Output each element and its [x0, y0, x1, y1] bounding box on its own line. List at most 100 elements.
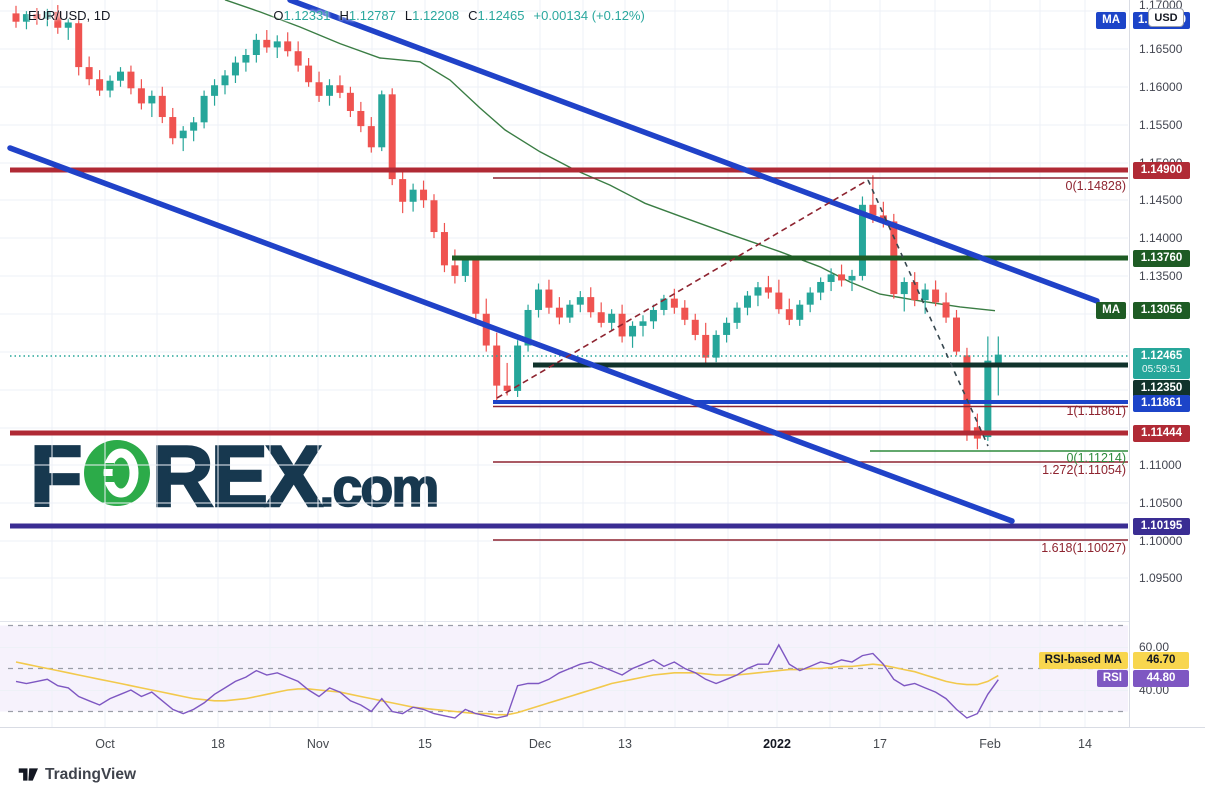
low-value: 1.12208	[412, 8, 460, 23]
price-tick-1.09500: 1.09500	[1139, 571, 1183, 585]
candle-body	[305, 65, 313, 83]
candle-body	[493, 345, 501, 386]
candle-body	[858, 204, 866, 276]
candle-body	[838, 274, 846, 281]
candle-body	[514, 345, 522, 391]
candle-body	[817, 281, 825, 293]
candle-body	[388, 94, 396, 180]
current-price-badge: 1.12465 05:59:51	[1133, 347, 1190, 379]
price-tick-1.15500: 1.15500	[1139, 118, 1183, 132]
candle-body	[357, 110, 365, 127]
candle-body	[848, 275, 856, 281]
candle-body	[127, 71, 135, 89]
candle-body	[639, 321, 647, 326]
watermark-dot-com: .com	[319, 458, 441, 518]
forex-watermark: F REX .com	[29, 429, 441, 525]
price-chart-canvas[interactable]	[0, 0, 1205, 760]
candle-body	[43, 11, 51, 19]
candle-body	[942, 302, 950, 318]
candle-body	[106, 80, 114, 91]
candle-body	[231, 62, 239, 76]
candle-body	[346, 92, 354, 111]
candle-body	[75, 23, 83, 68]
candle-body	[409, 189, 417, 202]
candle-body	[764, 287, 772, 293]
symbol-legend: EUR/USD, 1D O1.12331 H1.12787 L1.12208 C1.12…	[28, 8, 645, 23]
candle-body	[911, 281, 919, 301]
candle-body	[597, 312, 605, 323]
candle-body	[451, 265, 459, 276]
candle-body	[33, 14, 41, 19]
candle-body	[273, 41, 281, 48]
tradingview-attribution[interactable]: TradingView	[17, 764, 136, 785]
candle-body	[545, 289, 553, 308]
price-tick-1.16000: 1.16000	[1139, 80, 1183, 94]
candle-body	[869, 204, 877, 216]
candle-body	[211, 85, 219, 96]
high-value: 1.12787	[348, 8, 396, 23]
time-label-13: 13	[618, 737, 632, 751]
candle-body	[775, 292, 783, 310]
time-label-Dec: Dec	[528, 737, 552, 751]
candle-body	[137, 88, 145, 104]
time-label-17: 17	[873, 737, 887, 751]
candle-body	[367, 126, 375, 148]
candle-body	[420, 189, 428, 201]
candle-body	[96, 79, 104, 91]
candle-body	[378, 94, 386, 148]
trendline-0	[287, 0, 1100, 304]
candle-body	[827, 274, 835, 282]
candle-body	[252, 39, 260, 55]
watermark-letter-f: F	[29, 429, 84, 525]
candle-body	[691, 319, 699, 335]
price-badge-1.11861: 1.11861	[1133, 394, 1190, 412]
watermark-letters-rex: REX	[150, 429, 323, 525]
dashed-annotation-1	[867, 179, 989, 447]
candle-body	[482, 313, 490, 346]
candle-body	[179, 130, 187, 139]
tradingview-logo-icon	[18, 768, 38, 781]
candle-body	[754, 287, 762, 296]
candle-body	[785, 309, 793, 320]
rsi-tick-60.00: 60.00	[1139, 640, 1170, 654]
dashed-annotation-0	[496, 179, 869, 399]
candle-body	[932, 289, 940, 303]
price-badge-1.11444: 1.11444	[1133, 424, 1190, 442]
candle-body	[994, 354, 1002, 365]
price-axis[interactable]: 1.170001.165001.160001.155001.150001.145…	[1129, 0, 1205, 727]
trendline-1	[7, 145, 1015, 524]
close-label: C	[468, 8, 478, 23]
rsi-value-chip: 44.80	[1133, 670, 1189, 687]
candle-body	[54, 11, 62, 28]
candle-body	[963, 355, 971, 435]
candle-body	[649, 309, 657, 322]
time-label-Feb: Feb	[979, 737, 1001, 751]
ma-top-value-left: 1.	[1138, 14, 1148, 26]
symbol-title[interactable]: EUR/USD, 1D	[28, 8, 111, 23]
candle-body	[399, 179, 407, 202]
candle-body	[294, 51, 302, 66]
price-badge-1.10195: 1.10195	[1133, 517, 1190, 535]
price-tick-1.14500: 1.14500	[1139, 193, 1183, 207]
candle-body	[608, 313, 616, 323]
open-label: O	[273, 8, 284, 23]
candle-body	[576, 297, 584, 305]
time-axis[interactable]: Oct 18 Nov 15 Dec 13 2022 17 Feb 14	[0, 727, 1205, 762]
price-tick-1.13500: 1.13500	[1139, 269, 1183, 283]
rsi-line	[15, 643, 999, 719]
candle-body	[336, 85, 344, 93]
price-tick-1.11000: 1.11000	[1139, 458, 1182, 472]
candle-body	[263, 39, 271, 48]
candle-body	[524, 309, 532, 346]
candle-body	[221, 75, 229, 86]
candle-body	[315, 82, 323, 96]
candle-body	[723, 322, 731, 335]
candle-body	[953, 317, 960, 352]
candle-body	[921, 289, 929, 301]
watermark-o-icon	[83, 440, 150, 506]
candle-body	[284, 41, 292, 52]
rsi-ma-value-chip: 46.70	[1133, 652, 1189, 669]
candle-body	[900, 281, 908, 295]
open-value: 1.12331	[283, 8, 331, 23]
candle-body	[440, 232, 448, 266]
